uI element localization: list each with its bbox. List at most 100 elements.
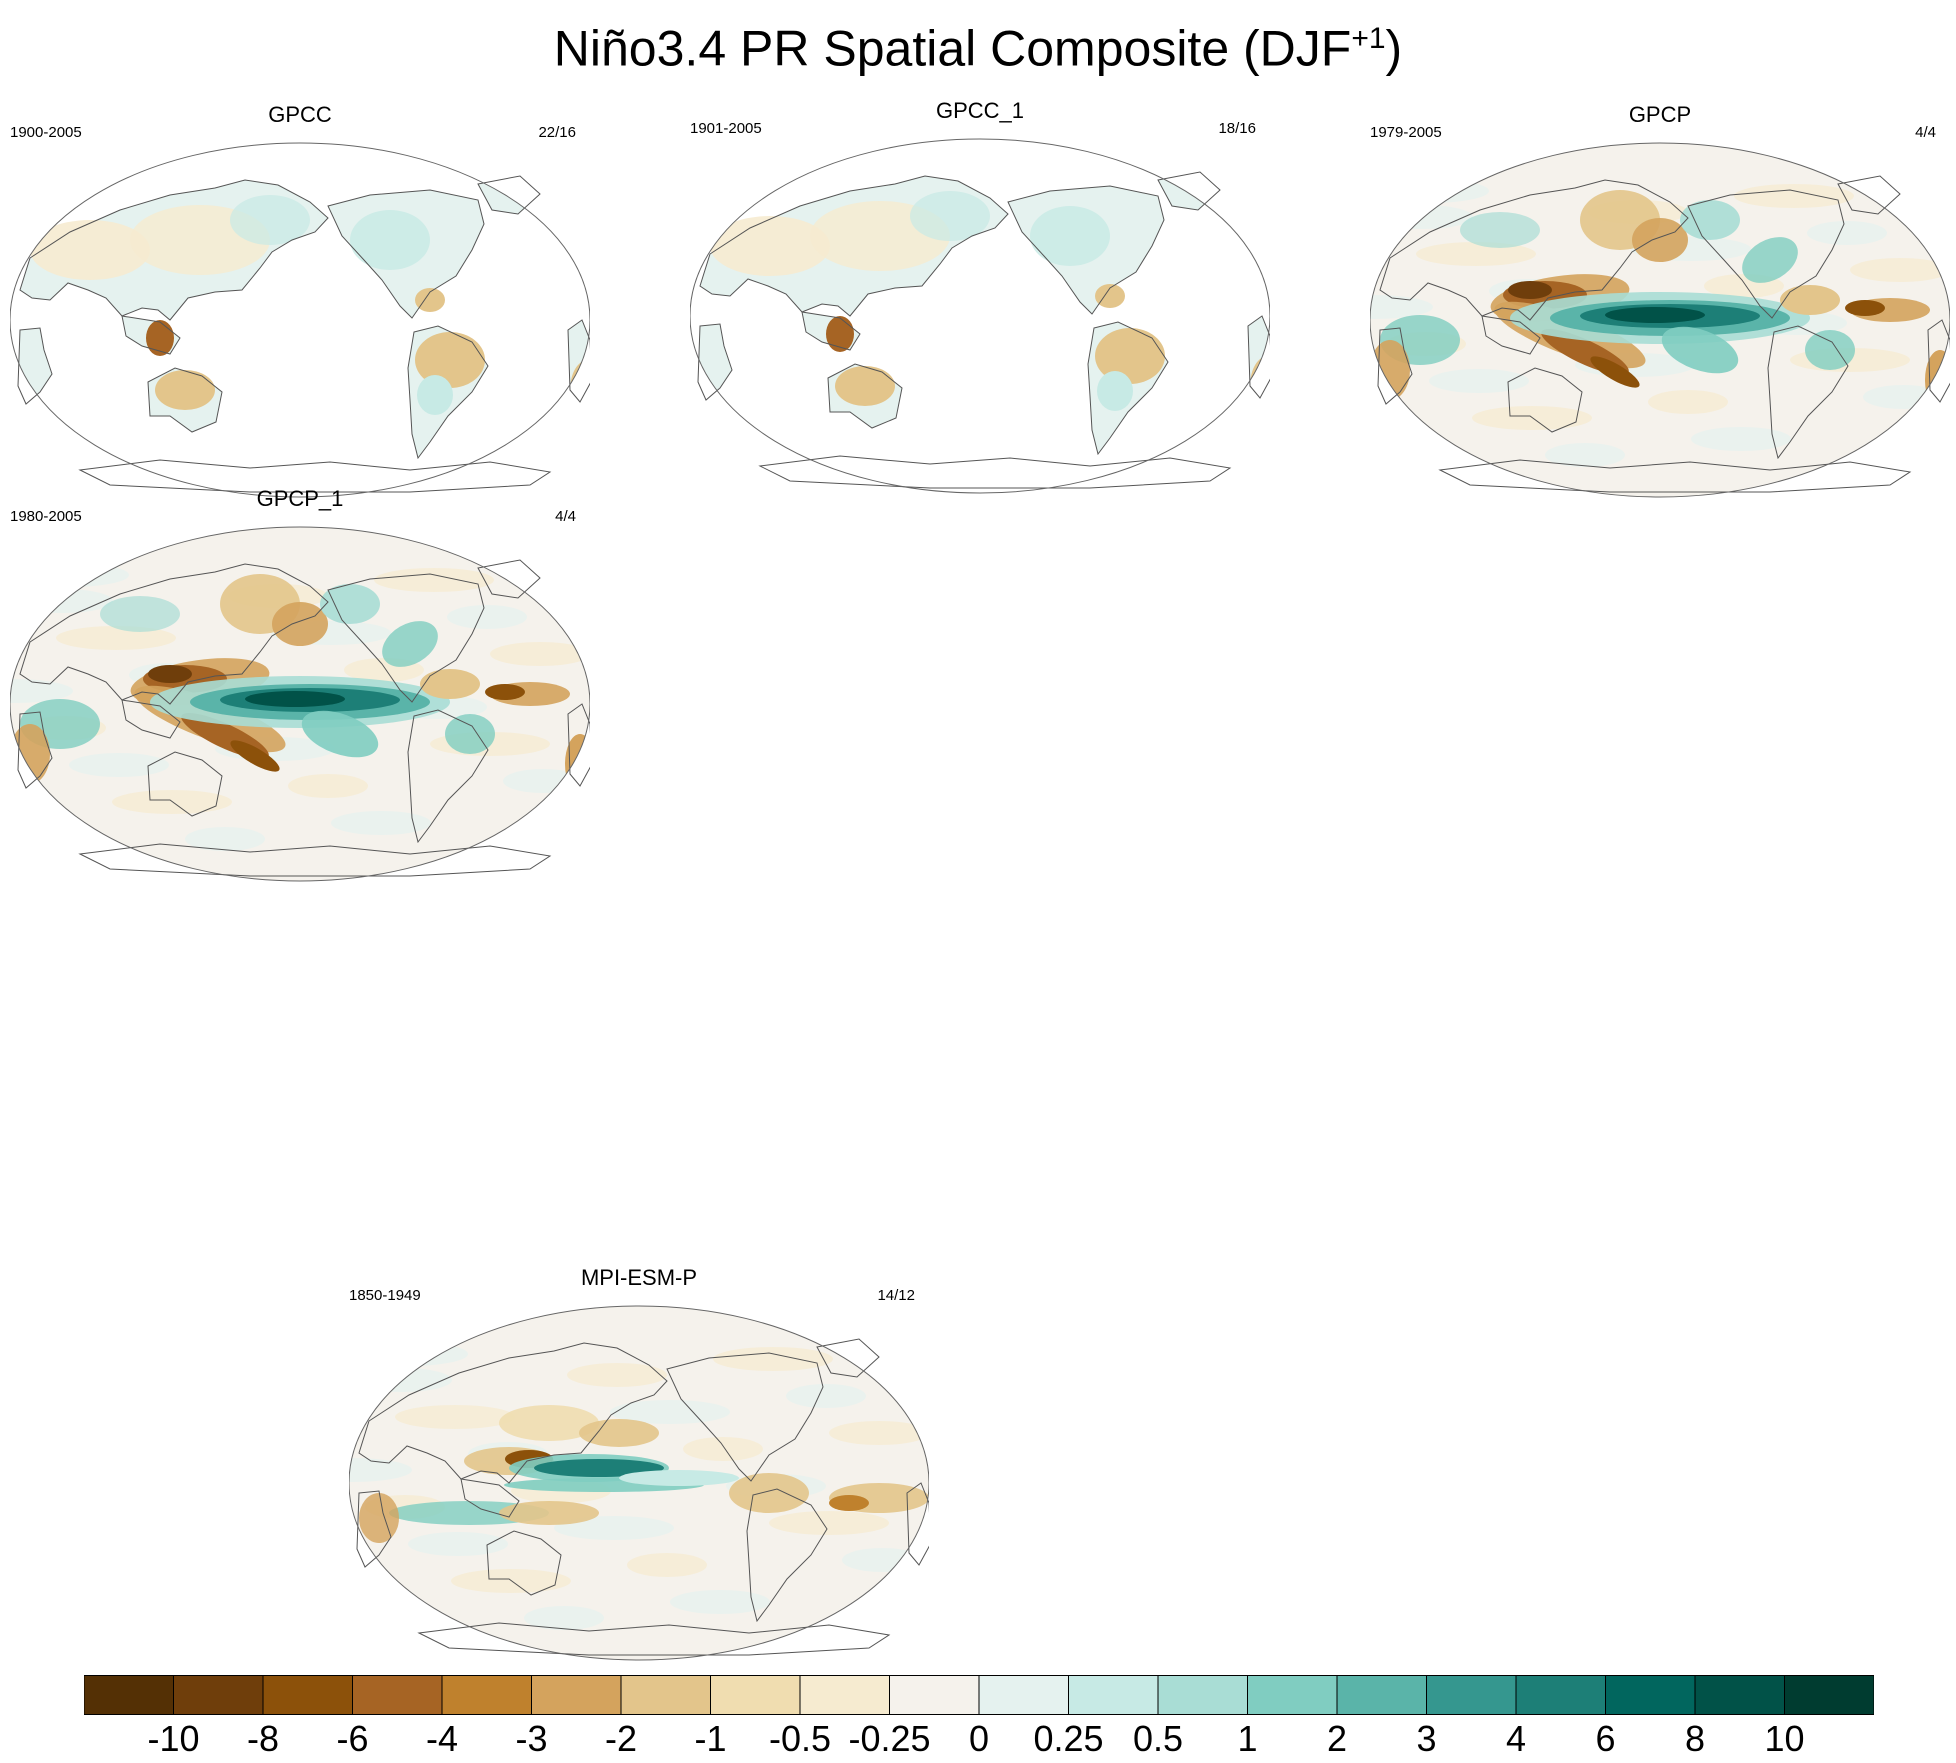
anomaly-patch: [490, 642, 590, 666]
colorbar-swatch: [1068, 1675, 1159, 1715]
map-border: [349, 1305, 929, 1661]
anomaly-patch: [349, 1585, 405, 1609]
coastline-australia: [147, 751, 223, 817]
colorbar-tick-label: 4: [1505, 1718, 1527, 1759]
anomaly-patch: [534, 1459, 664, 1477]
anomaly-patch: [842, 1548, 922, 1572]
colorbar-swatch: [84, 1675, 174, 1715]
anomaly-patch: [420, 669, 480, 699]
panel-count: 4/4: [1915, 124, 1936, 141]
anomaly-patch: [713, 1347, 833, 1371]
colorbar-tick-label: 8: [1684, 1718, 1706, 1759]
anomaly-patch: [445, 714, 495, 754]
anomaly-patch: [610, 1400, 730, 1424]
anomaly-patch: [13, 589, 113, 613]
anomaly-patch: [288, 774, 368, 798]
anomaly-patch: [350, 210, 430, 270]
coastline-africa2: [567, 703, 590, 787]
anomaly-patch: [670, 1590, 770, 1614]
anomaly-patch: [1370, 168, 1410, 192]
map-border: [690, 138, 1270, 494]
anomaly-patch: [485, 684, 525, 700]
anomaly-patch: [524, 1606, 604, 1630]
anomaly-patch: [352, 1368, 452, 1392]
anomaly-patch: [245, 691, 345, 707]
panel-title: GPCC: [268, 102, 332, 127]
coastline-samerica: [1087, 321, 1169, 456]
colorbar-swatch: [710, 1675, 801, 1715]
coastline-namerica: [1007, 185, 1165, 315]
colorbar-tick-label: 10: [1764, 1718, 1805, 1759]
anomaly-patch: [10, 563, 129, 587]
coastline-australia: [147, 367, 223, 433]
anomaly-patch: [349, 1331, 389, 1355]
anomaly-patch: [417, 375, 453, 415]
anomaly-patch: [503, 769, 583, 793]
panel-years: 1850-1949: [349, 1287, 421, 1304]
coastline-samerica: [407, 709, 489, 844]
colorbar: [84, 1675, 1874, 1715]
anomaly-patch: [1780, 285, 1840, 315]
anomaly-patch: [349, 1458, 412, 1482]
anomaly-patch: [683, 1437, 763, 1461]
anomaly-patch: [1590, 356, 1640, 388]
coastline-greenland: [816, 1338, 880, 1378]
anomaly-patch: [359, 1493, 399, 1543]
anomaly-patch: [619, 1470, 739, 1486]
figure-title: Niño3.4 PR Spatial Composite (DJF+1): [553, 20, 1403, 77]
anomaly-patch: [185, 827, 265, 851]
anomaly-patch: [769, 1511, 889, 1535]
map-gpcp: [1370, 142, 1950, 498]
map-gpcc1: [690, 138, 1270, 494]
coastline-eurasia: [19, 563, 329, 705]
map-panel-gpcp1: GPCP_1 1980-2005 4/4: [10, 486, 590, 882]
map-border: [1370, 142, 1950, 498]
anomaly-patch: [69, 753, 169, 777]
map-panel-mpi: MPI-ESM-P 1850-1949 14/12: [349, 1265, 929, 1661]
panel-title: GPCC_1: [935, 98, 1025, 123]
coastline-eurasia: [19, 179, 329, 321]
map-gpcc: [10, 142, 590, 498]
map-border: [10, 142, 590, 498]
coastline-africa: [17, 327, 53, 405]
coastline-greenland: [477, 559, 541, 599]
coastline-australia: [1507, 367, 1583, 433]
colorbar-tick-label: -1: [694, 1718, 727, 1759]
anomaly-patch: [1661, 326, 1739, 374]
map-panel-gpcc1: GPCC_1 1901-2005 18/16: [690, 98, 1270, 494]
panel-years: 1979-2005: [1370, 124, 1442, 141]
anomaly-patch: [374, 568, 494, 592]
anomaly-patch: [230, 195, 310, 245]
anomaly-patch: [10, 552, 50, 576]
colorbar-swatch: [173, 1675, 264, 1715]
anomaly-patch: [1545, 443, 1625, 467]
anomaly-patch: [1648, 390, 1728, 414]
coastline-maritime: [1481, 315, 1541, 355]
anomaly-patch: [1680, 200, 1740, 240]
colorbar-tick-label: 3: [1416, 1718, 1437, 1759]
anomaly-patch: [499, 1501, 599, 1525]
anomaly-patch: [910, 191, 990, 241]
panel-years: 1901-2005: [690, 120, 762, 137]
coastline-samerica: [1767, 325, 1849, 460]
coastline-greenland: [477, 175, 541, 215]
anomaly-patch: [1863, 385, 1943, 409]
map-border: [10, 526, 590, 882]
coastline-africa: [1377, 327, 1413, 405]
anomaly-patch: [415, 332, 485, 388]
anomaly-patch: [1370, 179, 1489, 203]
anomaly-patch: [710, 216, 830, 276]
anomaly-patch: [835, 366, 895, 406]
anomaly-patch: [1734, 184, 1854, 208]
map-gpcp1: [10, 526, 590, 882]
colorbar-tick-label: -0.25: [848, 1718, 931, 1759]
map-mpi: [349, 1305, 929, 1661]
colorbar-swatch: [1336, 1675, 1427, 1715]
anomaly-patch: [1370, 295, 1433, 319]
colorbar-tick-label: 2: [1326, 1718, 1348, 1759]
panel-count: 14/12: [877, 1287, 915, 1304]
anomaly-patch: [1429, 369, 1529, 393]
coastline-africa: [356, 1490, 392, 1568]
colorbar-swatch: [620, 1675, 711, 1715]
anomaly-patch: [499, 1405, 599, 1441]
